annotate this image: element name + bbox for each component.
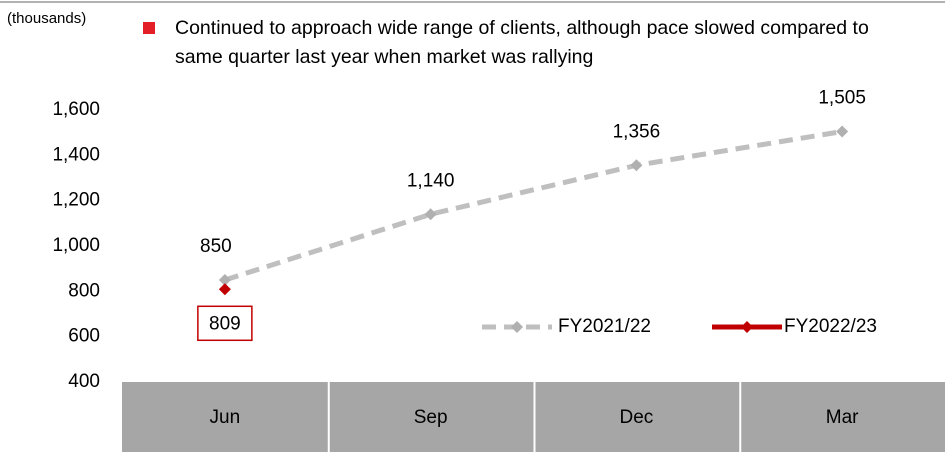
x-tick-label: Mar	[826, 407, 859, 428]
point-marker	[836, 125, 849, 138]
series-line	[224, 129, 843, 283]
x-tick-label: Jun	[210, 407, 241, 428]
point-marker	[218, 283, 231, 296]
x-tick-label: Dec	[619, 407, 653, 428]
category-band	[535, 382, 740, 452]
y-tick-label: 1,600	[52, 99, 100, 120]
unit-label: (thousands)	[7, 10, 87, 27]
data-label: 1,140	[407, 170, 455, 191]
y-tick-label: 600	[68, 326, 100, 347]
legend-label: FY2022/23	[784, 316, 877, 337]
data-label: 1,505	[818, 88, 866, 109]
point-marker	[630, 159, 643, 172]
x-tick-label: Sep	[414, 407, 448, 428]
category-band	[329, 382, 534, 452]
y-tick-label: 800	[68, 280, 100, 301]
y-tick-label: 1,400	[52, 144, 100, 165]
category-band	[741, 382, 945, 452]
legend-label: FY2021/22	[558, 316, 651, 337]
point-marker	[218, 274, 231, 286]
point-marker	[424, 208, 437, 221]
y-tick-label: 1,000	[52, 235, 100, 256]
bullet	[143, 22, 155, 34]
y-tick-label: 1,200	[52, 190, 100, 211]
legend-marker	[741, 321, 753, 333]
data-label: 1,356	[613, 121, 661, 142]
data-label: 809	[209, 313, 241, 334]
note: Continued to approach wide range of clie…	[175, 17, 869, 68]
legend-marker	[511, 321, 523, 333]
y-tick-label: 400	[68, 371, 100, 392]
category-band	[122, 382, 328, 452]
data-label: 850	[200, 236, 232, 257]
label-box	[197, 305, 253, 342]
